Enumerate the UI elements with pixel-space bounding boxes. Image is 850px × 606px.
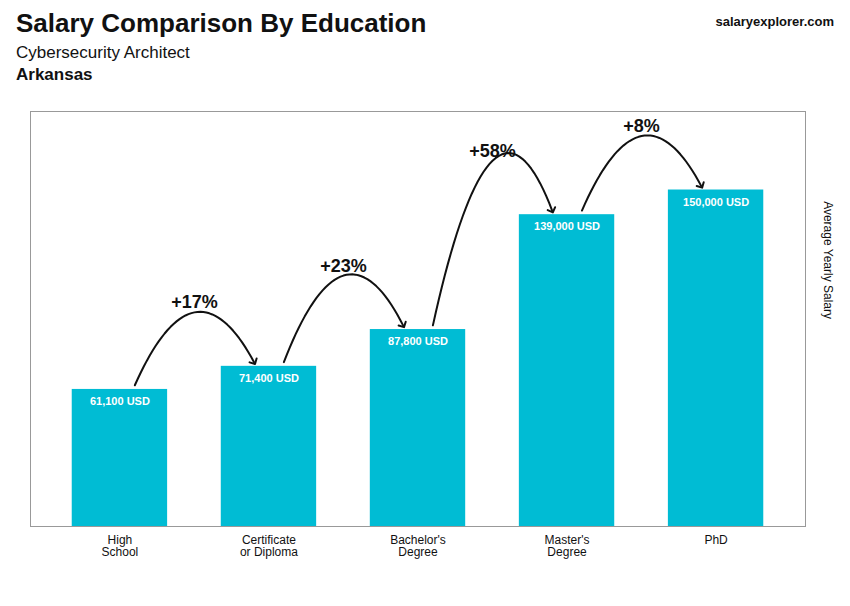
svg-text:61,100 USD: 61,100 USD (90, 395, 150, 407)
svg-text:HighSchool: HighSchool (102, 533, 139, 559)
svg-text:139,000 USD: 139,000 USD (534, 220, 600, 232)
svg-text:Master'sDegree: Master'sDegree (545, 533, 590, 559)
svg-text:150,000 USD: 150,000 USD (683, 196, 749, 208)
html-text:salary explorer.com: salary explorer.com (715, 14, 834, 29)
svg-text:+23%: +23% (320, 256, 367, 276)
svg-text:PhD: PhD (704, 533, 728, 547)
html-text:Cybersecurity Architect: Cybersecurity Architect (16, 43, 190, 62)
svg-text:+8%: +8% (623, 116, 660, 136)
html-text:Arkansas: Arkansas (16, 65, 93, 84)
svg-text:87,800 USD: 87,800 USD (388, 335, 448, 347)
svg-text:Bachelor'sDegree: Bachelor'sDegree (390, 533, 446, 559)
svg-text:+58%: +58% (469, 141, 516, 161)
svg-text:Average Yearly Salary: Average Yearly Salary (821, 201, 835, 319)
svg-text:Certificateor Diploma: Certificateor Diploma (240, 533, 298, 559)
svg-text:71,400 USD: 71,400 USD (239, 372, 299, 384)
svg-text:+17%: +17% (171, 292, 218, 312)
html-text:Salary Comparison By Education: Salary Comparison By Education (16, 8, 427, 38)
